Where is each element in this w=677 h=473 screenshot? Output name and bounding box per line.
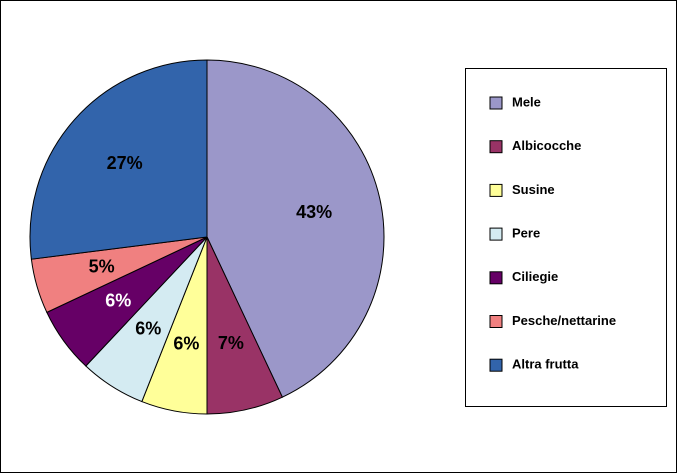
pie-slice (206, 59, 385, 398)
data-label: 6% (173, 334, 199, 354)
legend-swatch (489, 140, 503, 154)
data-label: 7% (218, 333, 244, 353)
legend-label: Susine (512, 182, 555, 197)
legend-swatch (489, 227, 503, 241)
legend-label: Altra frutta (512, 357, 579, 372)
legend-label: Pere (512, 226, 540, 241)
data-label: 5% (89, 256, 115, 276)
legend-swatch (489, 358, 503, 372)
legend-swatch (489, 96, 503, 110)
legend-swatch (489, 315, 503, 328)
data-label: 6% (105, 290, 131, 310)
legend-swatch (489, 183, 503, 197)
pie-slice (29, 59, 208, 260)
data-label: 43% (296, 202, 332, 222)
data-label: 6% (135, 318, 161, 338)
legend-label: Albicocche (512, 138, 581, 153)
legend-label: Mele (512, 94, 541, 109)
legend-label: Ciliegie (512, 269, 558, 284)
legend-label: Pesche/nettarine (512, 313, 616, 328)
legend-swatch (489, 271, 503, 285)
data-label: 27% (107, 153, 143, 173)
